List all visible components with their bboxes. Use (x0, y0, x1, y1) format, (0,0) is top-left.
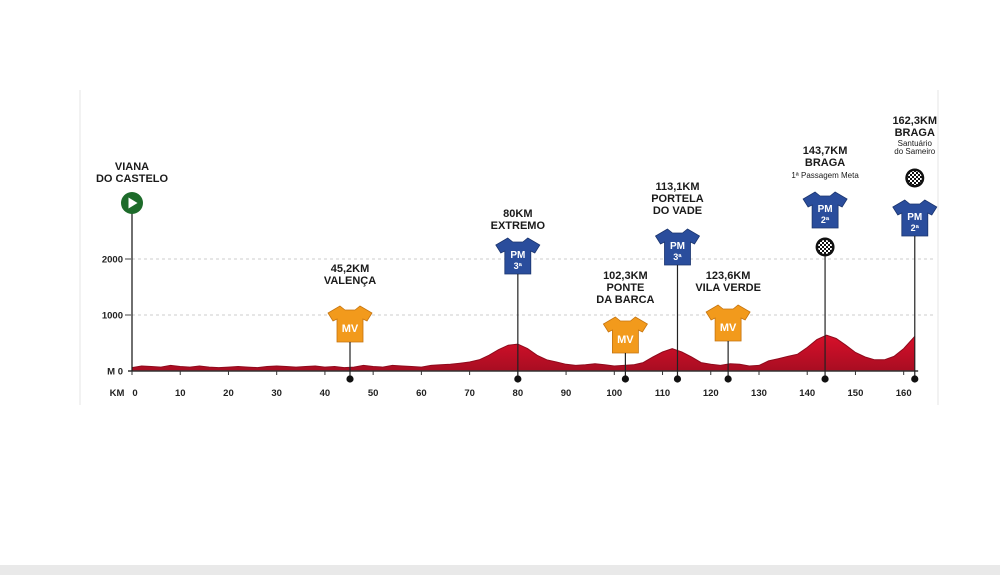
jersey-shape (802, 191, 848, 229)
mv-jersey-icon: MV (705, 304, 751, 342)
x-tick-label-70: 70 (464, 388, 475, 399)
x-tick-label-30: 30 (271, 388, 282, 399)
jersey-shape (495, 237, 541, 275)
jersey-text-category: 2ª (911, 223, 920, 233)
finish-marker (815, 237, 835, 257)
annotation-label-valenca-1: VALENÇA (324, 275, 376, 287)
annotation-label-start-1: DO CASTELO (96, 173, 169, 185)
x-tick-label-120: 120 (703, 388, 719, 399)
play-icon (128, 197, 138, 209)
x-tick-label-60: 60 (416, 388, 427, 399)
x-tick-label-110: 110 (655, 388, 670, 399)
annotation-label-start-0: VIANA (115, 161, 149, 173)
x-tick-label-130: 130 (751, 388, 767, 399)
x-tick-label-100: 100 (606, 388, 622, 399)
jersey-shape (705, 304, 751, 342)
jersey-text-category: 3ª (673, 252, 682, 262)
y-tick-label-0: M 0 (107, 367, 123, 378)
bottom-strip (0, 565, 1000, 575)
y-tick-label-1000: 1000 (102, 311, 123, 322)
annotation-sub-braga-final-1: do Sameiro (894, 147, 935, 156)
annotation-label-braga-final-0: 162,3KM (892, 115, 937, 127)
annotation-label-ponte-da-barca-0: 102,3KM (603, 270, 648, 282)
x-tick-label-50: 50 (368, 388, 379, 399)
x-tick-label-40: 40 (320, 388, 331, 399)
checkered-flag-icon (907, 171, 922, 185)
checkered-flag-icon (818, 240, 833, 254)
x-tick-label-80: 80 (513, 388, 524, 399)
x-tick-label-150: 150 (848, 388, 864, 399)
annotation-label-braga-1-1: BRAGA (805, 157, 845, 169)
annotation-label-braga-1-0: 143,7KM (803, 145, 848, 157)
chart-axes: 1000 2000 M 0 0 10 20 30 40 50 60 70 80 90 100 110 120 1… (102, 255, 919, 399)
finish-marker (905, 168, 925, 188)
jersey-text: PM (818, 204, 833, 215)
chart-area-layer (131, 334, 916, 371)
jersey-shape (602, 316, 648, 354)
km-dot-portela-do-vade (673, 375, 682, 383)
jersey-shape (892, 199, 938, 237)
annotation-label-ponte-da-barca-2: DA BARCA (596, 294, 654, 306)
annotation-label-extremo-0: 80KM (503, 208, 532, 220)
x-tick-label-10: 10 (175, 388, 186, 399)
x-axis-label: KM (110, 388, 125, 399)
km-dot-vila-verde (724, 375, 732, 383)
x-tick-label-160: 160 (896, 388, 912, 399)
annotation-label-portela-do-vade-0: 113,1KM (655, 181, 699, 193)
profile-area (132, 335, 915, 371)
mv-jersey-icon: MV (327, 305, 373, 343)
x-tick-label-0: 0 (132, 388, 137, 399)
annotation-label-vila-verde-0: 123,6KM (706, 270, 751, 282)
y-tick-label-2000: 2000 (102, 255, 123, 266)
jersey-text: PM (510, 250, 525, 261)
km-dot-ponte-da-barca (621, 375, 629, 383)
km-dot-braga-1 (821, 375, 829, 383)
annotation-label-vila-verde-1: VILA VERDE (695, 282, 761, 294)
annotation-label-portela-do-vade-2: DO VADE (653, 205, 702, 217)
annotation-label-extremo-1: EXTREMO (491, 220, 546, 232)
km-dot-extremo (514, 375, 522, 383)
profile-line (131, 334, 916, 369)
jersey-text-category: 3ª (514, 261, 523, 271)
km-dot-braga-final (911, 375, 919, 383)
x-tick-label-20: 20 (223, 388, 234, 399)
annotation-label-braga-final-1: BRAGA (895, 127, 935, 139)
annotation-sub-braga-1: 1ª Passagem Meta (791, 171, 859, 180)
jersey-shape (654, 228, 701, 266)
km-dot-valenca (346, 375, 354, 383)
annotation-label-ponte-da-barca-1: PONTE (606, 282, 644, 294)
annotation-label-valenca-0: 45,2KM (331, 263, 370, 275)
mv-jersey-icon: MV (602, 316, 648, 354)
x-tick-label-90: 90 (561, 388, 572, 399)
annotation-sub-braga-final-0: Santuário (898, 139, 933, 148)
x-tick-label-140: 140 (799, 388, 815, 399)
jersey-text: PM (670, 241, 685, 252)
annotation-label-portela-do-vade-1: PORTELA (651, 193, 704, 205)
jersey-text: MV (617, 334, 634, 346)
jersey-text: PM (907, 212, 922, 223)
jersey-text: MV (720, 322, 737, 334)
chart-grid (79, 90, 939, 405)
jersey-text: MV (342, 323, 359, 335)
jersey-shape (327, 305, 373, 343)
jersey-text-category: 2ª (821, 215, 830, 225)
